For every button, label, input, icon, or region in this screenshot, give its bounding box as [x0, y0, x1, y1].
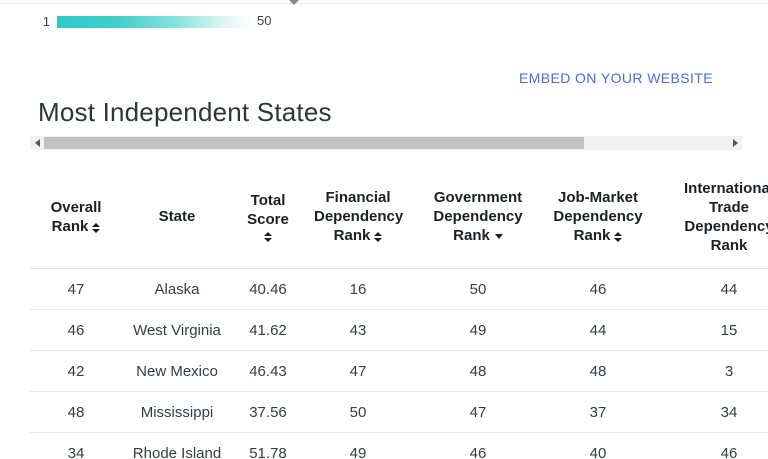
collapsed-handle-icon	[289, 0, 299, 5]
column-header-label: Job-Market Dependency Rank	[553, 189, 643, 244]
financial-dependency-cell: 50	[349, 403, 367, 421]
total-score-cell: 46.43	[249, 362, 287, 380]
scroll-left-icon	[34, 139, 40, 147]
legend-gradient-bar	[57, 16, 252, 28]
column-header-label: Total Score	[247, 192, 289, 228]
job-market-dependency-cell: 37	[589, 403, 607, 421]
sort-icon	[374, 232, 383, 242]
financial-dependency-cell: 43	[349, 321, 367, 339]
job-market-dependency-cell: 40	[589, 444, 607, 459]
table-row: 42 New Mexico 46.43 47 48 48 3	[30, 351, 768, 392]
state-cell: Rhode Island	[132, 444, 222, 459]
table-row: 34 Rhode Island 51.78 49 46 40 46	[30, 433, 768, 459]
state-cell: West Virginia	[133, 321, 221, 339]
column-header-total-score[interactable]: Total Score	[232, 191, 304, 242]
international-trade-dependency-cell: 15	[720, 321, 738, 339]
government-dependency-cell: 46	[469, 444, 487, 459]
table-header-row: Overall Rank State Total Score Financial…	[30, 165, 768, 269]
sort-descending-icon	[494, 234, 503, 239]
scroll-right-button[interactable]	[728, 136, 742, 150]
government-dependency-cell: 47	[469, 403, 487, 421]
sort-icon	[614, 232, 623, 242]
column-header-label: Government Dependency Rank	[433, 189, 523, 244]
international-trade-dependency-cell: 34	[720, 403, 738, 421]
state-cell: New Mexico	[136, 362, 218, 380]
column-header-label: State	[158, 208, 196, 225]
government-dependency-cell: 49	[469, 321, 487, 339]
column-header-label: Financial Dependency Rank	[314, 189, 404, 244]
scrollbar-thumb[interactable]	[44, 137, 584, 149]
international-trade-dependency-cell: 44	[720, 280, 738, 298]
scroll-right-icon	[732, 139, 738, 147]
column-header-financial-dependency-rank[interactable]: Financial Dependency Rank	[304, 188, 412, 245]
sort-icon	[264, 232, 272, 242]
financial-dependency-cell: 16	[349, 280, 367, 298]
financial-dependency-cell: 49	[349, 444, 367, 459]
international-trade-dependency-cell: 3	[724, 362, 734, 380]
column-header-state: State	[122, 207, 232, 226]
states-table: Overall Rank State Total Score Financial…	[30, 165, 768, 459]
state-cell: Mississippi	[140, 403, 214, 421]
top-divider	[0, 3, 768, 4]
total-score-cell: 40.46	[249, 280, 287, 298]
legend-max-label: 50	[257, 13, 272, 28]
job-market-dependency-cell: 46	[589, 280, 607, 298]
overall-rank-cell: 42	[67, 362, 85, 380]
overall-rank-cell: 34	[67, 444, 85, 459]
column-header-job-market-dependency-rank[interactable]: Job-Market Dependency Rank	[544, 188, 652, 245]
job-market-dependency-cell: 44	[589, 321, 607, 339]
total-score-cell: 41.62	[249, 321, 287, 339]
table-row: 47 Alaska 40.46 16 50 46 44	[30, 269, 768, 310]
financial-dependency-cell: 47	[349, 362, 367, 380]
total-score-cell: 37.56	[249, 403, 287, 421]
legend-min-label: 1	[42, 14, 50, 29]
total-score-cell: 51.78	[249, 444, 287, 459]
overall-rank-cell: 48	[67, 403, 85, 421]
state-cell: Alaska	[154, 280, 200, 298]
table-row: 46 West Virginia 41.62 43 49 44 15	[30, 310, 768, 351]
job-market-dependency-cell: 48	[589, 362, 607, 380]
column-header-overall-rank[interactable]: Overall Rank	[30, 198, 122, 236]
government-dependency-cell: 50	[469, 280, 487, 298]
overall-rank-cell: 46	[67, 321, 85, 339]
embed-on-website-link[interactable]: EMBED ON YOUR WEBSITE	[518, 70, 713, 86]
sort-icon	[92, 222, 101, 233]
table-row: 48 Mississippi 37.56 50 47 37 34	[30, 392, 768, 433]
overall-rank-cell: 47	[67, 280, 85, 298]
column-header-government-dependency-rank[interactable]: Government Dependency Rank	[412, 188, 544, 245]
page-title: Most Independent States	[38, 97, 332, 127]
government-dependency-cell: 48	[469, 362, 487, 380]
column-header-international-trade-dependency-rank[interactable]: International Trade Dependency Rank	[652, 179, 768, 255]
horizontal-scrollbar[interactable]	[30, 136, 742, 150]
international-trade-dependency-cell: 46	[720, 444, 738, 459]
column-header-label: Overall Rank	[50, 198, 102, 235]
column-header-label: International Trade Dependency Rank	[683, 179, 768, 254]
scroll-left-button[interactable]	[30, 136, 44, 150]
